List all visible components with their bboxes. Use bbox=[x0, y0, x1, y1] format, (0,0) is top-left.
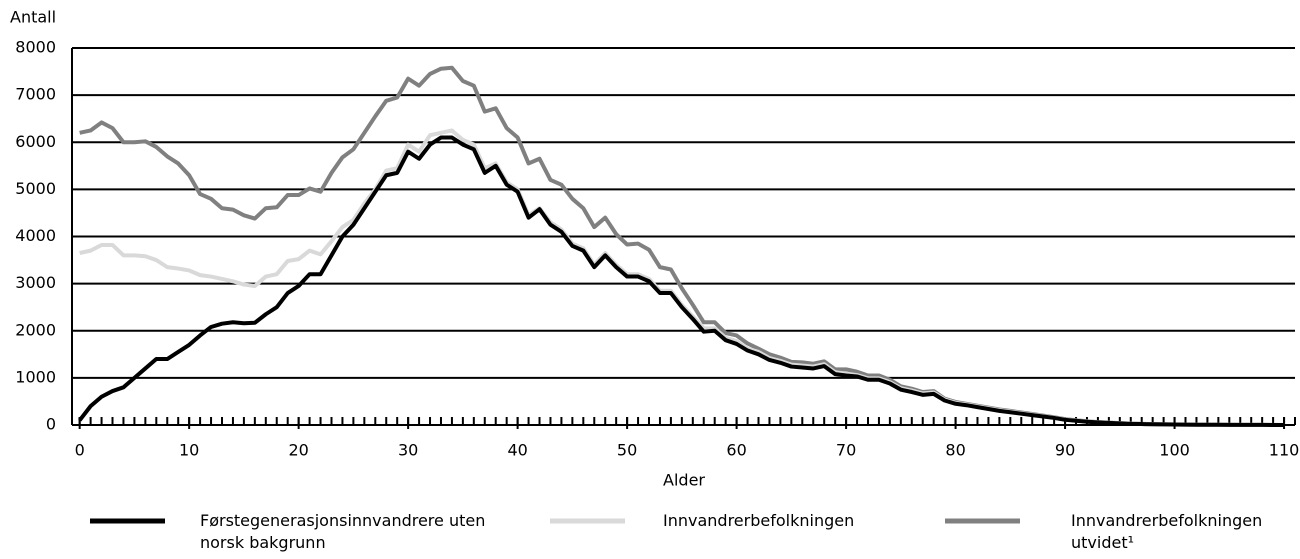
x-tick-label: 40 bbox=[507, 441, 527, 460]
series-line bbox=[79, 128, 1285, 427]
x-tick-label: 80 bbox=[945, 441, 965, 460]
x-tick-label: 10 bbox=[179, 441, 199, 460]
legend-label: Førstegenerasjonsinnvandrere uten norsk … bbox=[200, 511, 486, 552]
x-tick-label: 0 bbox=[75, 441, 85, 460]
x-tick-label: 20 bbox=[288, 441, 308, 460]
y-axis-label: Antall bbox=[10, 8, 56, 27]
x-tick-label: 70 bbox=[836, 441, 856, 460]
x-axis-label: Alder bbox=[663, 471, 705, 490]
y-tick-label: 1000 bbox=[15, 367, 56, 386]
y-tick-label: 0 bbox=[46, 415, 56, 434]
legend-label: Innvandrerbefolkningen bbox=[663, 511, 855, 530]
x-tick-label: 110 bbox=[1269, 441, 1300, 460]
x-tick-label: 30 bbox=[398, 441, 418, 460]
y-tick-label: 3000 bbox=[15, 273, 56, 292]
y-tick-label: 8000 bbox=[15, 38, 56, 57]
y-tick-label: 4000 bbox=[15, 226, 56, 245]
y-tick-label: 5000 bbox=[15, 179, 56, 198]
y-tick-label: 7000 bbox=[15, 85, 56, 104]
y-tick-label: 2000 bbox=[15, 320, 56, 339]
x-tick-label: 90 bbox=[1055, 441, 1075, 460]
series-line bbox=[78, 135, 1285, 427]
series-line bbox=[79, 65, 1285, 427]
legend-label: Innvandrerbefolkningen utvidet¹ bbox=[1071, 511, 1263, 552]
x-tick-label: 50 bbox=[617, 441, 637, 460]
x-tick-label: 100 bbox=[1159, 441, 1190, 460]
x-tick-label: 60 bbox=[726, 441, 746, 460]
y-tick-label: 6000 bbox=[15, 132, 56, 151]
